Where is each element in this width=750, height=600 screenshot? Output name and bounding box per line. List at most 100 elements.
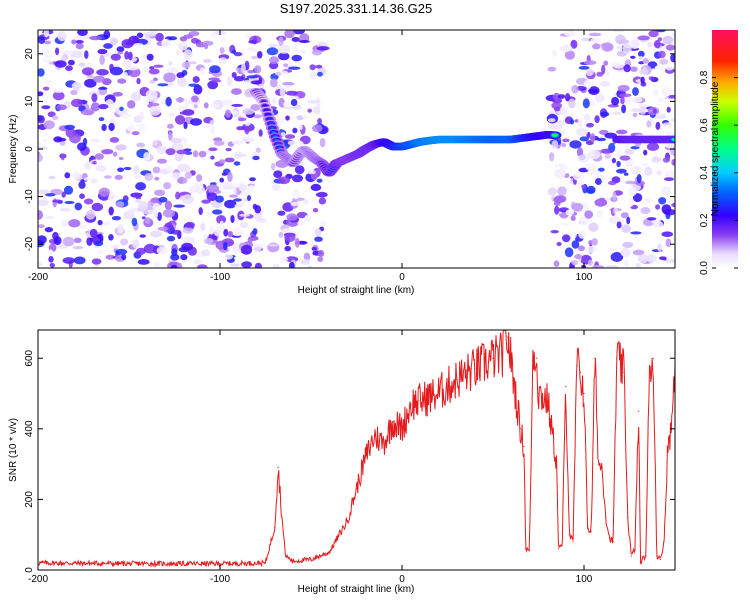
noise-speck (639, 106, 647, 115)
noise-speck (292, 95, 299, 101)
noise-speck (56, 104, 67, 111)
snr-frame (37, 329, 676, 571)
noise-speck (272, 263, 280, 268)
noise-speck (279, 87, 286, 97)
noise-speck (38, 153, 43, 163)
noise-speck (241, 244, 253, 255)
noise-speck (119, 106, 124, 112)
noise-speck (297, 125, 303, 130)
noise-speck (230, 215, 235, 223)
noise-speck (258, 129, 263, 137)
noise-speck (38, 199, 49, 207)
noise-speck (110, 53, 121, 61)
noise-speck (163, 182, 172, 190)
noise-speck (577, 118, 583, 128)
noise-speck (578, 229, 587, 239)
noise-speck (656, 170, 662, 176)
noise-speck (581, 202, 590, 212)
noise-speck (38, 261, 43, 267)
noise-speck (91, 202, 104, 212)
noise-speck (605, 265, 619, 268)
noise-speck (188, 61, 197, 65)
noise-speck (216, 215, 227, 224)
noise-speck (41, 105, 51, 110)
noise-speck (588, 89, 599, 94)
noise-speck (664, 259, 675, 264)
noise-speck (651, 219, 661, 225)
noise-speck (579, 136, 589, 142)
noise-speck (292, 197, 305, 201)
noise-speck (81, 67, 95, 76)
noise-speck (250, 104, 261, 111)
noise-speck (231, 103, 244, 107)
noise-speck (300, 258, 311, 265)
snr-point (659, 558, 662, 561)
noise-speck (643, 149, 648, 156)
noise-speck (72, 245, 84, 250)
noise-speck (292, 30, 305, 35)
noise-speck (223, 228, 229, 237)
noise-speck (43, 30, 50, 38)
noise-speck (108, 234, 114, 241)
noise-speck (133, 165, 140, 175)
noise-speck (70, 89, 78, 96)
noise-speck (570, 39, 578, 49)
noise-speck (599, 197, 605, 201)
noise-speck (231, 140, 244, 145)
noise-speck (554, 201, 561, 207)
noise-speck (584, 60, 597, 65)
snr-point (392, 421, 394, 423)
noise-speck (554, 195, 567, 203)
noise-speck (64, 200, 75, 205)
noise-speck (112, 151, 118, 157)
noise-speck (124, 51, 130, 60)
noise-speck (645, 197, 651, 204)
noise-speck (604, 153, 611, 159)
noise-speck (578, 66, 590, 70)
noise-speck (98, 187, 110, 197)
noise-speck (278, 52, 290, 61)
noise-speck (281, 228, 294, 234)
noise-speck (59, 208, 72, 212)
noise-speck (137, 259, 150, 265)
noise-speck (176, 72, 185, 79)
noise-speck (653, 89, 658, 96)
spectrogram-y-tick-label: -10 (24, 189, 35, 204)
noise-speck (120, 238, 129, 246)
snr-y-tick-label: 200 (24, 491, 35, 508)
noise-speck (90, 102, 100, 112)
noise-speck (99, 55, 105, 65)
noise-speck (667, 198, 675, 203)
noise-speck (103, 43, 113, 49)
colorbar: 0.0 0.2 0.4 0.6 0.8 Normalized spectral ampl… (699, 30, 738, 275)
noise-speck (630, 165, 643, 175)
spectrogram-x-tick-label: -100 (210, 272, 230, 283)
snr-x-axis-label: Height of straight line (km) (298, 584, 415, 595)
noise-speck (247, 236, 253, 243)
noise-speck (232, 186, 237, 196)
noise-speck (193, 259, 202, 265)
noise-speck (254, 65, 262, 74)
noise-speck (183, 121, 188, 130)
noise-speck (48, 249, 54, 256)
noise-speck (165, 96, 172, 107)
colorbar-tick-label: 0.8 (699, 70, 710, 84)
noise-speck (616, 221, 622, 229)
noise-speck (633, 232, 640, 241)
noise-speck (269, 78, 278, 88)
noise-speck (617, 84, 630, 92)
noise-speck (227, 171, 233, 182)
noise-speck (96, 69, 109, 76)
noise-speck (143, 66, 148, 72)
noise-speck (301, 114, 308, 119)
noise-speck (143, 152, 151, 161)
noise-speck (554, 205, 560, 215)
noise-speck (231, 88, 242, 95)
noise-speck (616, 168, 627, 174)
noise-speck (204, 43, 209, 50)
ridge-mark (264, 109, 269, 112)
noise-speck (658, 97, 665, 103)
noise-speck (52, 199, 63, 203)
snr-point (627, 516, 629, 518)
noise-speck (623, 64, 631, 73)
